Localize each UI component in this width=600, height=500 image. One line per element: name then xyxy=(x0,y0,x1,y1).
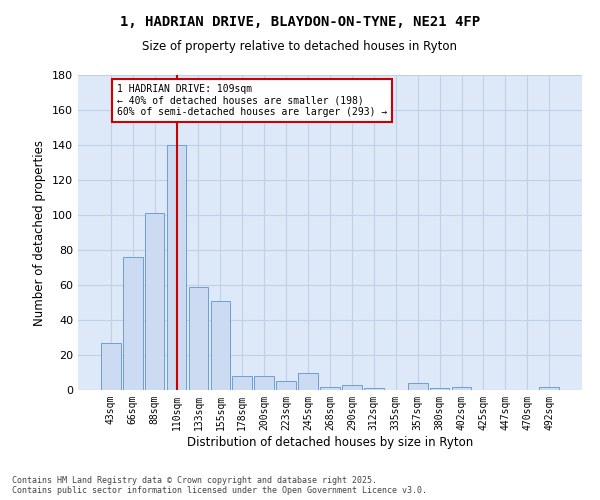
Text: Contains HM Land Registry data © Crown copyright and database right 2025.
Contai: Contains HM Land Registry data © Crown c… xyxy=(12,476,427,495)
Bar xyxy=(342,385,362,390)
Bar xyxy=(254,376,274,390)
Bar xyxy=(211,300,230,390)
Bar xyxy=(276,381,296,390)
Bar xyxy=(145,213,164,390)
Y-axis label: Number of detached properties: Number of detached properties xyxy=(34,140,46,326)
Bar xyxy=(101,343,121,390)
Bar xyxy=(408,383,428,390)
Bar xyxy=(167,145,187,390)
Bar xyxy=(364,388,384,390)
Text: 1, HADRIAN DRIVE, BLAYDON-ON-TYNE, NE21 4FP: 1, HADRIAN DRIVE, BLAYDON-ON-TYNE, NE21 … xyxy=(120,15,480,29)
Bar xyxy=(232,376,252,390)
Bar xyxy=(539,386,559,390)
Bar xyxy=(188,287,208,390)
Text: Size of property relative to detached houses in Ryton: Size of property relative to detached ho… xyxy=(143,40,458,53)
X-axis label: Distribution of detached houses by size in Ryton: Distribution of detached houses by size … xyxy=(187,436,473,448)
Bar xyxy=(452,386,472,390)
Bar xyxy=(298,372,318,390)
Bar xyxy=(320,386,340,390)
Bar xyxy=(123,257,143,390)
Text: 1 HADRIAN DRIVE: 109sqm
← 40% of detached houses are smaller (198)
60% of semi-d: 1 HADRIAN DRIVE: 109sqm ← 40% of detache… xyxy=(118,84,388,117)
Bar xyxy=(430,388,449,390)
